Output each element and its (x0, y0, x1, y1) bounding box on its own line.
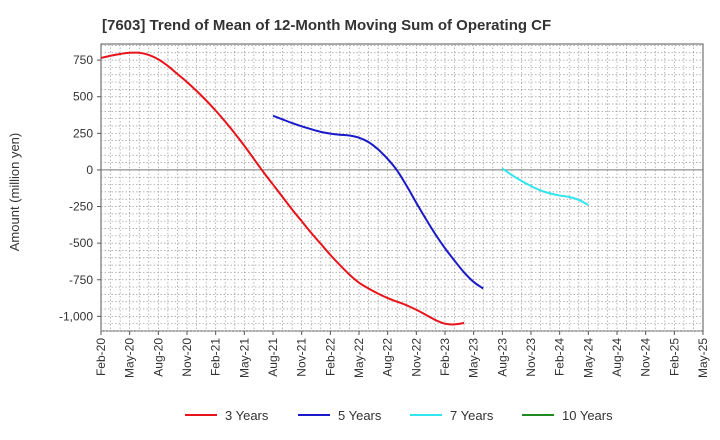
x-tick-label: May-21 (237, 338, 251, 378)
x-tick-label: Aug-23 (495, 338, 509, 377)
x-tick-label: May-22 (352, 338, 366, 378)
x-tick-label: Feb-25 (667, 338, 681, 376)
series-line-5-years (272, 114, 484, 290)
x-tick-label: Nov-24 (639, 338, 653, 377)
series-line-7-years (501, 167, 589, 206)
x-tick-label: May-25 (696, 338, 710, 378)
y-tick-label: 0 (86, 163, 93, 177)
x-tick-label: May-23 (467, 338, 481, 378)
x-tick-label: Nov-21 (295, 338, 309, 377)
gridlines (101, 44, 703, 332)
x-tick-label: Nov-22 (409, 338, 423, 377)
x-tick-label: Feb-20 (94, 338, 108, 376)
x-axis-ticks: Feb-20 May-20 Aug-20 Nov-20 Feb-21 May-21 Aug-… (94, 331, 710, 378)
x-tick-label: Feb-23 (438, 338, 452, 376)
x-tick-label: Aug-24 (610, 338, 624, 377)
x-tick-label: Nov-23 (524, 338, 538, 377)
x-tick-label: May-24 (581, 338, 595, 378)
y-axis-label: Amount (million yen) (7, 133, 22, 252)
y-tick-label: -250 (69, 200, 93, 214)
plot-area (100, 43, 704, 332)
x-tick-label: Feb-21 (209, 338, 223, 376)
y-tick-label: -500 (69, 236, 93, 250)
plot-frame (100, 43, 704, 332)
x-tick-label: Aug-22 (381, 338, 395, 377)
x-tick-label: May-20 (123, 338, 137, 378)
legend-label-5-years: 5 Years (338, 408, 382, 423)
chart-title: [7603] Trend of Mean of 12-Month Moving … (102, 17, 551, 34)
y-axis-ticks: 750 500 250 0 -250 -500 -750 -1,000 (59, 53, 101, 323)
y-tick-label: 500 (73, 90, 93, 104)
x-tick-label: Aug-20 (151, 338, 165, 377)
legend-label-3-years: 3 Years (225, 408, 269, 423)
y-tick-label: -750 (69, 273, 93, 287)
x-tick-label: Feb-24 (553, 338, 567, 376)
legend-label-10-years: 10 Years (562, 408, 613, 423)
legend-label-7-years: 7 Years (450, 408, 494, 423)
y-tick-label: 750 (73, 53, 93, 67)
legend: 3 Years 5 Years 7 Years 10 Years (185, 408, 613, 423)
y-tick-label: -1,000 (59, 309, 93, 323)
series-line-3-years (100, 51, 465, 326)
x-tick-label: Aug-21 (266, 338, 280, 377)
x-tick-label: Nov-20 (180, 338, 194, 377)
series-layer (100, 51, 589, 326)
x-tick-label: Feb-22 (323, 338, 337, 376)
y-tick-label: 250 (73, 126, 93, 140)
